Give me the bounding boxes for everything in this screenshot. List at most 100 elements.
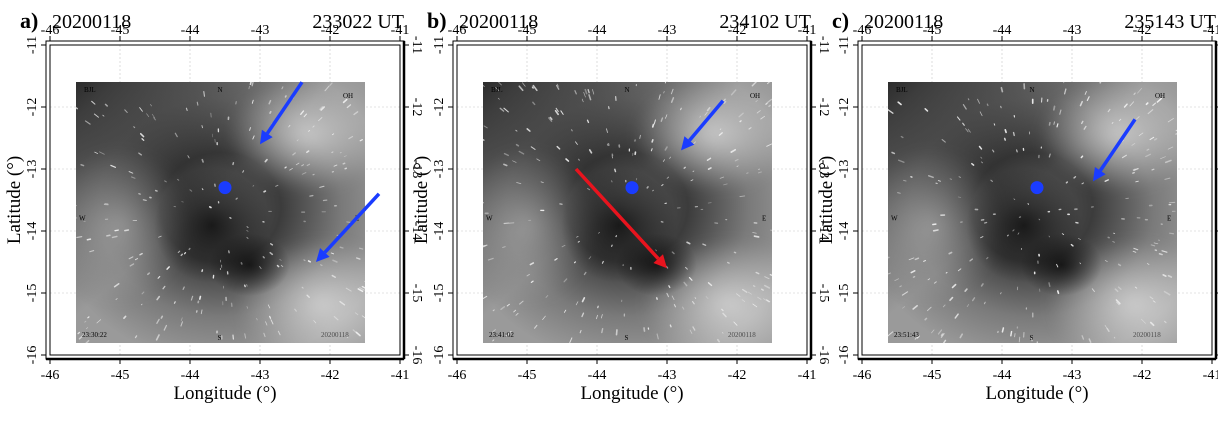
x-tick-label-bottom: -45: [111, 368, 130, 383]
dark-region: [1020, 233, 1102, 297]
star-streak: [77, 331, 81, 335]
bright-band: [1038, 82, 1177, 192]
star-streak: [658, 94, 661, 100]
star-streak: [263, 332, 266, 338]
star-streak: [587, 88, 590, 94]
y-tick-label-left: -13: [432, 160, 447, 179]
bright-band: [76, 147, 192, 304]
star-streak: [611, 180, 613, 183]
star-streak: [926, 306, 932, 312]
star-streak: [601, 260, 604, 264]
star-streak: [1016, 286, 1019, 291]
star-streak: [990, 179, 993, 182]
east-label: E: [1167, 215, 1171, 223]
star-streak: [588, 149, 593, 154]
star-streak: [160, 315, 164, 319]
star-streak: [1133, 167, 1139, 171]
star-streak: [306, 150, 310, 154]
star-streak: [888, 108, 894, 114]
star-streak: [251, 99, 254, 104]
star-streak: [1145, 153, 1151, 158]
star-streak: [768, 104, 771, 108]
star-streak: [114, 229, 119, 232]
star-streak: [491, 328, 496, 333]
star-streak: [965, 128, 969, 133]
star-streak: [652, 189, 654, 192]
star-streak: [706, 106, 711, 112]
star-streak: [1104, 324, 1108, 329]
star-streak: [1151, 168, 1155, 171]
star-streak: [980, 156, 983, 159]
star-streak: [665, 265, 669, 269]
star-streak: [741, 299, 746, 302]
star-streak: [646, 186, 649, 189]
star-streak: [522, 82, 526, 87]
x-tick-label-bottom: -41: [1203, 368, 1218, 383]
x-tick-label-bottom: -43: [1063, 368, 1082, 383]
star-streak: [515, 312, 519, 316]
x-tick-label-top: -45: [923, 23, 942, 38]
plot-frame: [456, 44, 808, 356]
star-streak: [945, 271, 948, 274]
star-streak: [983, 301, 986, 305]
star-streak: [503, 163, 508, 167]
panel-label: a): [20, 8, 38, 33]
star-streak: [888, 256, 890, 259]
star-streak: [942, 304, 946, 308]
star-streak: [756, 110, 761, 114]
star-streak: [650, 148, 653, 152]
y-tick-label-right: -15: [816, 284, 831, 303]
arrow-head: [1093, 166, 1106, 182]
star-streak: [1084, 91, 1087, 95]
star-streak: [730, 148, 737, 153]
star-streak: [651, 139, 654, 143]
star-streak: [967, 98, 970, 101]
star-streak: [358, 247, 364, 250]
star-streak: [96, 319, 102, 324]
x-tick-label-bottom: -44: [588, 368, 607, 383]
star-streak: [716, 338, 721, 343]
star-streak: [248, 127, 252, 131]
y-axis-title: Latitude (°): [816, 156, 837, 244]
star-streak: [263, 190, 267, 193]
star-streak: [563, 309, 567, 313]
panel-label: c): [832, 8, 849, 33]
star-streak: [891, 151, 896, 155]
star-streak: [980, 236, 984, 239]
star-streak: [738, 112, 744, 118]
star-streak: [85, 327, 89, 330]
star-streak: [1153, 242, 1159, 245]
star-streak: [348, 135, 354, 140]
star-streak: [770, 229, 772, 231]
star-streak: [309, 194, 314, 197]
star-streak: [670, 88, 674, 95]
star-streak: [914, 337, 918, 340]
star-streak: [497, 82, 502, 86]
star-streak: [303, 259, 306, 262]
star-streak: [208, 206, 212, 209]
star-streak: [502, 246, 506, 248]
star-streak: [601, 314, 603, 319]
x-tick-label-top: -46: [448, 23, 467, 38]
star-streak: [1017, 232, 1020, 235]
star-streak: [1146, 263, 1150, 265]
star-streak: [967, 128, 971, 133]
star-streak: [964, 288, 968, 292]
star-streak: [300, 110, 305, 115]
station-label: BJL: [491, 86, 503, 94]
star-streak: [1056, 123, 1059, 128]
image-date-stamp: 20200118: [1133, 331, 1161, 339]
panel-a: BJLOHNSWE23:30:2220200118-46-46-45-45-44…: [4, 8, 424, 404]
y-tick-label-right: -11: [409, 36, 424, 54]
star-streak: [356, 257, 361, 260]
y-tick-label-left: -16: [25, 346, 40, 365]
star-streak: [294, 308, 297, 312]
star-streak: [249, 82, 252, 86]
star-streak: [977, 98, 980, 104]
star-streak: [556, 83, 559, 87]
panel-date: 20200118: [52, 11, 131, 33]
star-streak: [141, 138, 145, 141]
star-streak: [156, 318, 160, 324]
star-streak: [767, 82, 771, 85]
